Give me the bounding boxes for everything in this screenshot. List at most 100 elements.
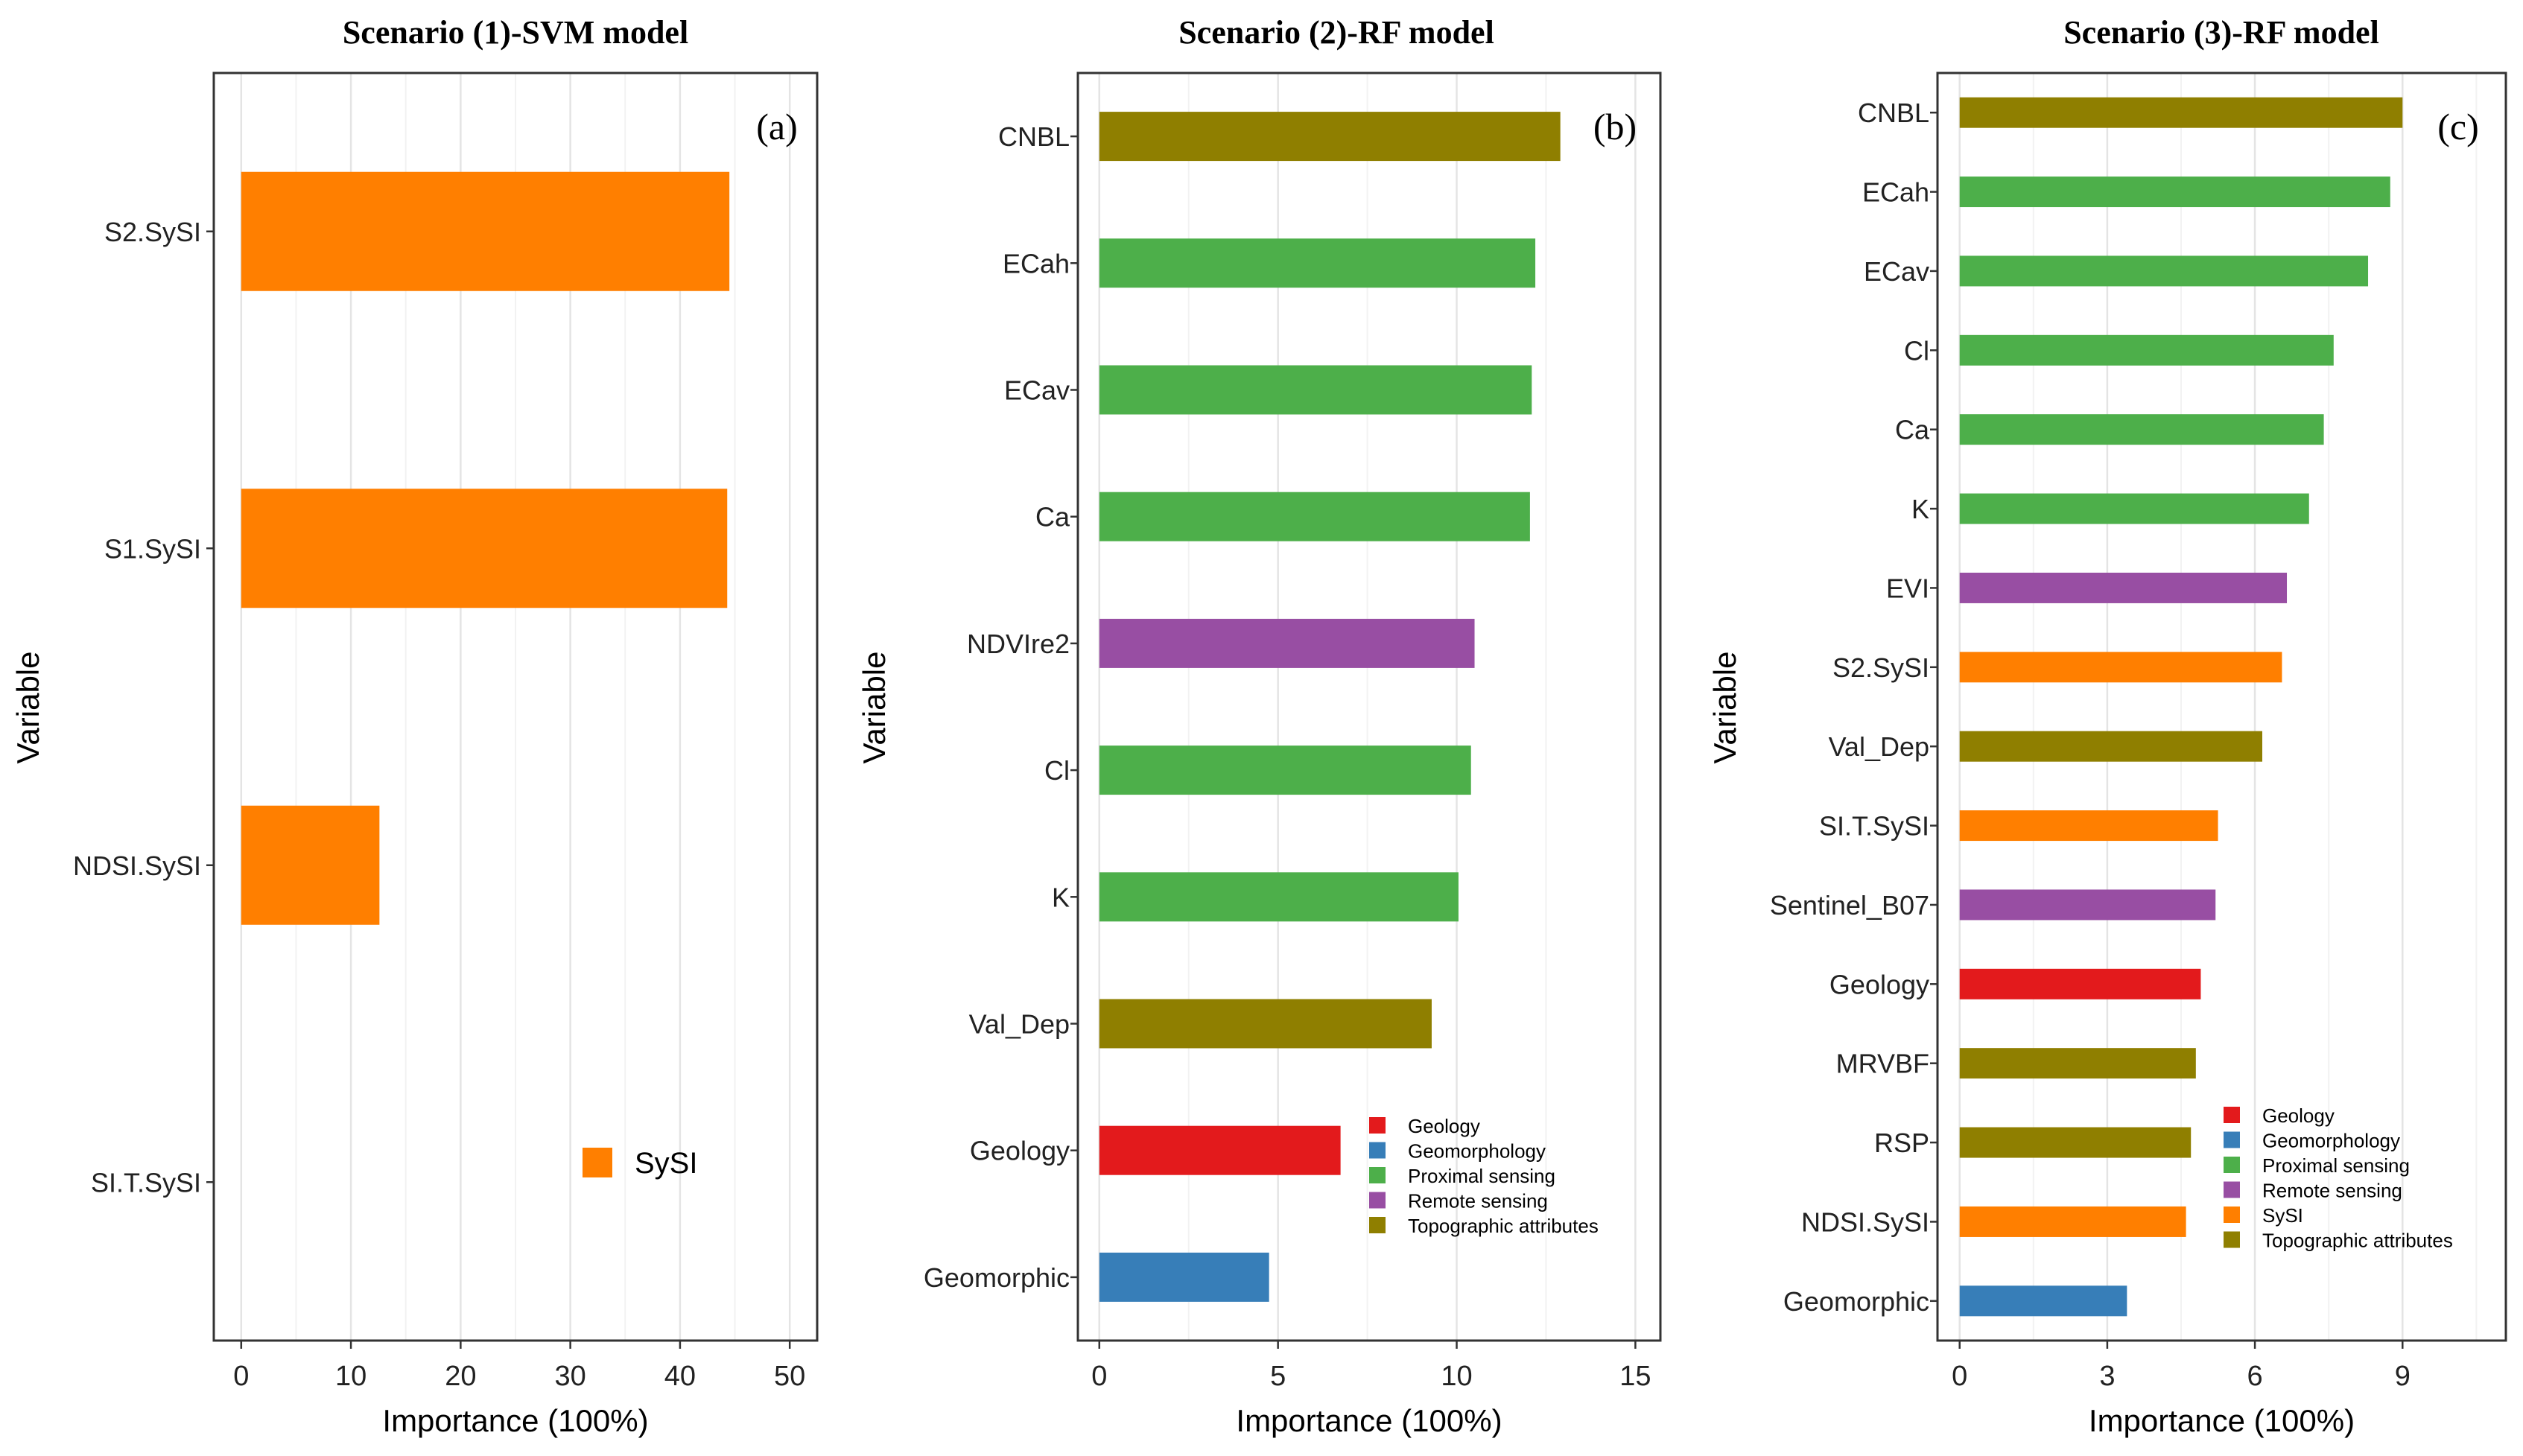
plot-frame: [1076, 71, 1662, 1342]
legend-swatch: [1369, 1142, 1386, 1159]
legend-label: Geology: [2262, 1104, 2335, 1127]
legend: SySI: [583, 1147, 697, 1180]
bar-cnbl: [1099, 112, 1561, 162]
y-tick-label: SI.T.SySI: [91, 1167, 201, 1198]
bar-ca: [1099, 492, 1530, 541]
legend-swatch: [583, 1148, 612, 1177]
x-axis-title: Importance (100%): [1236, 1403, 1502, 1438]
bar-s2-sysi: [241, 171, 730, 291]
y-axis-title: Variable: [857, 652, 892, 764]
y-tick-label: S2.SySI: [1832, 652, 1929, 683]
x-tick-label: 50: [774, 1361, 805, 1392]
y-tick-label: K: [1052, 882, 1070, 912]
x-tick-label: 15: [1619, 1361, 1651, 1392]
y-axis-title: Variable: [10, 652, 45, 764]
legend-label: Topographic attributes: [1408, 1215, 1599, 1237]
y-tick-label: ECah: [1003, 248, 1070, 279]
panel-b: Scenario (2)-RF model CNBL ECah ECav Ca NDVIr…: [857, 14, 1662, 1438]
bar-geomorphic: [1959, 1285, 2127, 1317]
x-tick-label: 20: [445, 1361, 476, 1392]
chart-title: Scenario (1)-SVM model: [343, 14, 688, 51]
legend-label: SySI: [635, 1147, 697, 1180]
y-tick-label: ECav: [1004, 375, 1070, 406]
bar-ecav: [1099, 365, 1532, 415]
y-tick-label: Val_Dep: [1829, 731, 1929, 762]
legend-swatch: [2224, 1207, 2240, 1223]
y-tick-label: Ca: [1035, 502, 1070, 533]
y-tick-label: Cl: [1044, 755, 1070, 786]
legend-swatch: [1369, 1192, 1386, 1209]
chart-title: Scenario (2)-RF model: [1178, 14, 1494, 51]
y-tick-label: Ca: [1895, 415, 1930, 445]
chart-title: Scenario (3)-RF model: [2063, 14, 2379, 51]
bar-geomorphic: [1099, 1252, 1269, 1302]
y-tick-label: Geology: [1829, 969, 1929, 999]
legend-label: Geology: [1408, 1115, 1480, 1137]
x-tick-label: 9: [2395, 1361, 2411, 1392]
x-tick-label: 0: [1091, 1361, 1107, 1392]
bar-cnbl: [1959, 97, 2403, 128]
y-tick-label: K: [1911, 494, 1929, 524]
x-tick-label: 3: [2099, 1361, 2115, 1392]
bar-ca: [1959, 414, 2324, 445]
y-tick-label: RSP: [1874, 1128, 1929, 1158]
legend-swatch: [2224, 1231, 2240, 1248]
y-tick-label: EVI: [1886, 573, 1929, 603]
panel-a: Scenario (1)-SVM model S2.SySI S1.SySI NDSI…: [10, 14, 819, 1438]
legend-swatch: [1369, 1167, 1386, 1183]
bar-geology: [1959, 968, 2201, 999]
panel-label: (c): [2437, 106, 2479, 147]
bar-cl: [1959, 334, 2334, 366]
legend-swatch: [2224, 1107, 2240, 1123]
x-tick-label: 5: [1270, 1361, 1286, 1392]
y-tick-label: S2.SySI: [104, 217, 201, 247]
y-tick-label: ECah: [1862, 177, 1929, 208]
x-tick-label: 0: [1952, 1361, 1967, 1392]
bar-ndsi-sysi: [1959, 1206, 2186, 1237]
y-tick-label: CNBL: [1858, 98, 1929, 128]
x-axis-title: Importance (100%): [382, 1403, 648, 1438]
legend-swatch: [1369, 1217, 1386, 1233]
x-tick-label: 10: [1441, 1361, 1472, 1392]
x-tick-label: 10: [335, 1361, 366, 1392]
panel-c: Scenario (3)-RF model CNBL ECah ECav Cl Ca K EV…: [1707, 14, 2507, 1438]
legend-label: Remote sensing: [1408, 1190, 1548, 1212]
legend-label: Geomorphology: [1408, 1140, 1546, 1163]
legend-label: Remote sensing: [2262, 1180, 2402, 1202]
bar-ecah: [1959, 177, 2390, 208]
legend-label: Geomorphology: [2262, 1130, 2400, 1152]
y-tick-label: NDVIre2: [967, 629, 1070, 659]
legend-label: Proximal sensing: [1408, 1165, 1555, 1187]
bar-s1-sysi: [241, 489, 728, 608]
y-tick-label: ECav: [1864, 256, 1929, 287]
bar-cl: [1099, 746, 1471, 795]
legend-label: SySI: [2262, 1204, 2303, 1227]
y-tick-label: Sentinel_B07: [1770, 890, 1929, 921]
x-tick-label: 6: [2247, 1361, 2263, 1392]
y-axis-title: Variable: [1707, 652, 1742, 764]
y-tick-label: Geomorphic: [924, 1262, 1070, 1293]
bar-ecav: [1959, 255, 2369, 287]
y-tick-label: S1.SySI: [104, 533, 201, 564]
panel-label: (a): [756, 106, 798, 147]
panel-label: (b): [1593, 106, 1637, 147]
y-tick-label: Cl: [1904, 335, 1929, 366]
y-tick-label: SI.T.SySI: [1819, 811, 1929, 842]
legend-label: Topographic attributes: [2262, 1230, 2453, 1252]
bar-s2-sysi: [1959, 652, 2282, 683]
bar-si-t-sysi: [1959, 810, 2218, 842]
plot-frame: [1936, 71, 2507, 1342]
x-axis-title: Importance (100%): [2089, 1403, 2355, 1438]
bar-rsp: [1959, 1127, 2192, 1158]
bar-k: [1099, 872, 1459, 922]
legend-swatch: [1369, 1117, 1386, 1134]
legend-swatch: [2224, 1181, 2240, 1198]
bar-sentinel-b07: [1959, 889, 2216, 921]
legend-swatch: [2224, 1157, 2240, 1173]
y-tick-label: MRVBF: [1836, 1049, 1929, 1079]
y-tick-label: Geology: [970, 1136, 1070, 1166]
bar-mrvbf: [1959, 1048, 2196, 1079]
bar-k: [1959, 493, 2309, 524]
